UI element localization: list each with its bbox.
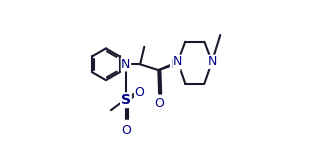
Text: S: S bbox=[121, 93, 131, 107]
Text: N: N bbox=[171, 58, 180, 71]
Text: O: O bbox=[121, 124, 131, 137]
Text: N: N bbox=[121, 58, 131, 71]
Text: N: N bbox=[173, 55, 182, 68]
Text: N: N bbox=[207, 55, 217, 68]
Text: O: O bbox=[154, 97, 164, 110]
Text: O: O bbox=[134, 86, 144, 99]
